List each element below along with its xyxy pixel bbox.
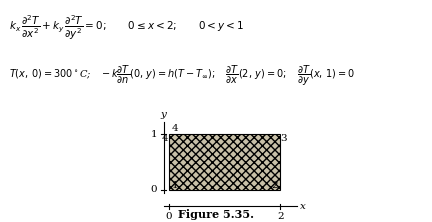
Text: 3: 3 [281, 134, 287, 143]
Text: 1: 1 [150, 130, 157, 139]
Text: 1: 1 [172, 181, 178, 190]
Bar [169, 134, 280, 190]
Text: $T(x,\,0) = 300^\circ$C;$\quad -k\dfrac{\partial T}{\partial n}(0,\,y) = h(T - T: $T(x,\,0) = 300^\circ$C;$\quad -k\dfrac{… [9, 64, 355, 88]
Text: Figure 5.35.: Figure 5.35. [178, 209, 254, 220]
Text: y: y [161, 110, 166, 119]
Text: 2: 2 [271, 181, 278, 190]
Text: 2: 2 [277, 212, 283, 221]
Text: $k_x\,\dfrac{\partial^2 T}{\partial x^2} + k_y\,\dfrac{\partial^2 T}{\partial y^: $k_x\,\dfrac{\partial^2 T}{\partial x^2}… [9, 13, 244, 42]
Text: 0: 0 [150, 185, 157, 194]
Text: x: x [299, 202, 305, 211]
Text: 4: 4 [172, 124, 178, 133]
Text: 0: 0 [166, 212, 172, 221]
Text: 4: 4 [162, 134, 168, 143]
